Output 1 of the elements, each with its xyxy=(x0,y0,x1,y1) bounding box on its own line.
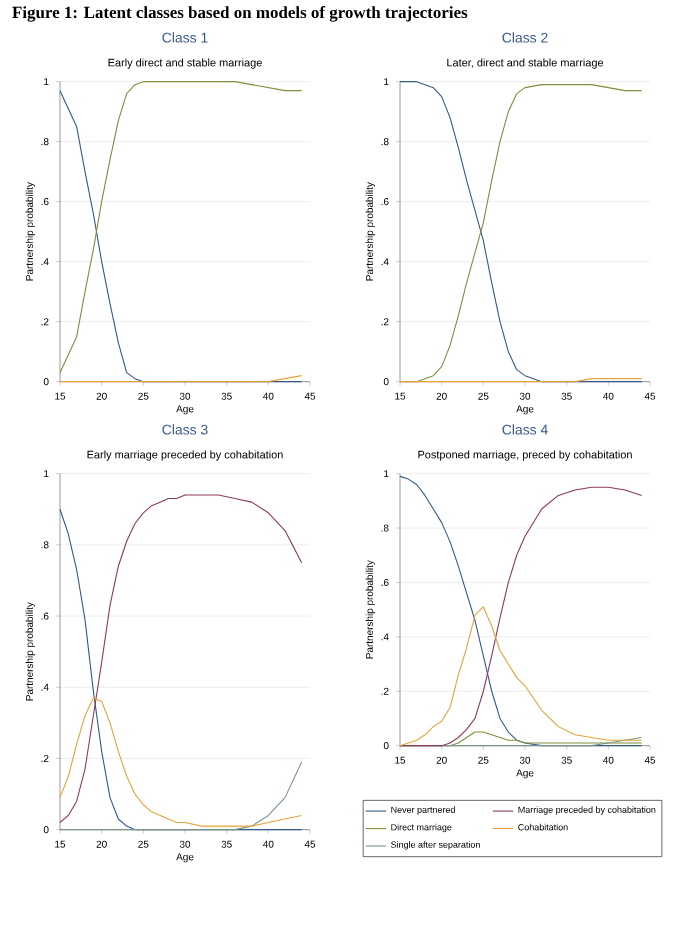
caption: Figure 1: Latent classes based on models of growth trajectories xyxy=(12,5,468,22)
